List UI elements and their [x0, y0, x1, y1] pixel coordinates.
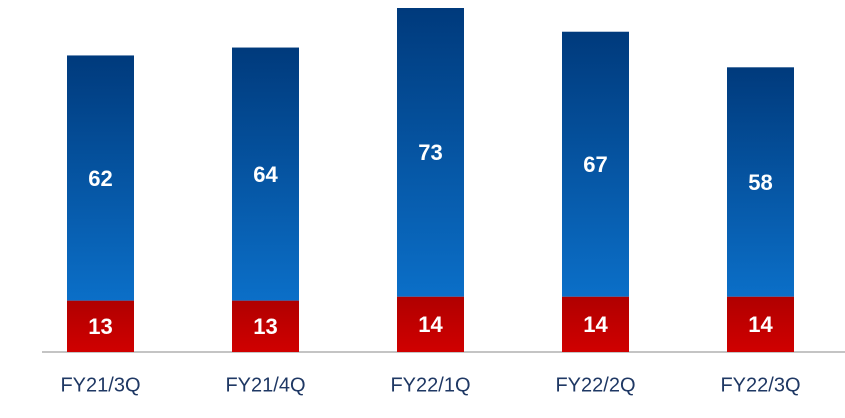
bar-segment [562, 296, 629, 352]
bar-segment [67, 55, 134, 301]
bar-segment [727, 67, 794, 297]
x-tick-label: FY21/3Q [60, 374, 140, 396]
x-tick-label: FY22/1Q [390, 374, 470, 396]
data-label: 14 [418, 312, 443, 337]
data-label: 13 [253, 314, 277, 339]
data-label: 58 [748, 170, 772, 195]
data-label: 62 [88, 166, 112, 191]
bar-segment [397, 296, 464, 352]
data-label: 13 [88, 314, 112, 339]
bar-segment [232, 300, 299, 352]
x-tick-label: FY22/3Q [720, 374, 800, 396]
data-label: 14 [748, 312, 773, 337]
bar-segment [232, 47, 299, 301]
bar-segment [562, 31, 629, 297]
data-label: 67 [583, 152, 607, 177]
data-label: 14 [583, 312, 608, 337]
data-label: 73 [418, 140, 442, 165]
x-tick-label: FY22/2Q [555, 374, 635, 396]
bar-segment [67, 300, 134, 352]
data-label: 64 [253, 162, 278, 187]
bar-segment [397, 8, 464, 297]
bar-segment [727, 296, 794, 352]
x-tick-label: FY21/4Q [225, 374, 305, 396]
